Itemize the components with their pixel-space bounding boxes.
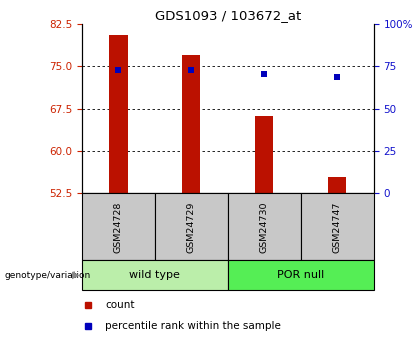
Bar (155, 193, 228, 260)
Text: GSM24728: GSM24728 (114, 201, 123, 253)
Bar (328, 177, 346, 193)
Text: GSM24747: GSM24747 (333, 201, 342, 253)
Bar (255, 116, 273, 193)
Bar (228, 260, 374, 290)
Bar (109, 36, 128, 193)
Text: count: count (105, 300, 135, 310)
Bar (182, 55, 200, 193)
Text: genotype/variation: genotype/variation (4, 270, 90, 280)
Bar (228, 193, 301, 260)
Text: GSM24729: GSM24729 (187, 201, 196, 253)
Text: ▶: ▶ (72, 270, 79, 280)
Text: POR null: POR null (277, 270, 325, 280)
Text: GSM24730: GSM24730 (260, 201, 269, 253)
Text: percentile rank within the sample: percentile rank within the sample (105, 321, 281, 331)
Bar (301, 193, 374, 260)
Text: wild type: wild type (129, 270, 180, 280)
Title: GDS1093 / 103672_at: GDS1093 / 103672_at (155, 9, 301, 22)
Bar (82, 193, 155, 260)
Bar (82, 260, 228, 290)
